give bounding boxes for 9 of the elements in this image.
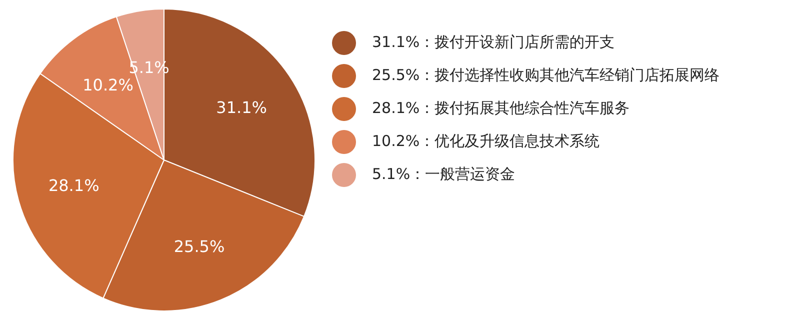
- data-label: 31.1%: [216, 98, 268, 118]
- legend-label: 28.1%：拨付拓展其他综合性汽车服务: [372, 99, 630, 118]
- legend-label: 10.2%：优化及升级信息技术系统: [372, 132, 600, 151]
- legend-label: 31.1%：拨付开设新门店所需的开支: [372, 33, 615, 52]
- data-label: 25.5%: [174, 237, 225, 256]
- data-label: 10.2%: [82, 75, 134, 94]
- legend-label: 25.5%：拨付选择性收购其他汽车经销门店拓展网络: [372, 66, 720, 85]
- legend-label: 5.1%：一般营运资金: [372, 165, 516, 184]
- data-label: 28.1%: [48, 176, 100, 195]
